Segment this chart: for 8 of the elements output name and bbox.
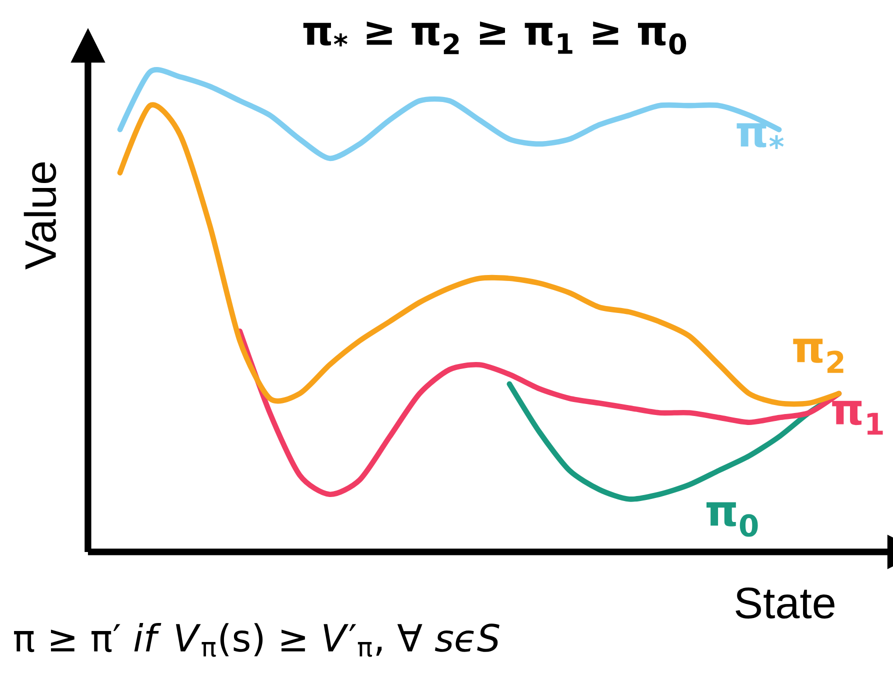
series-label: π$_{1}$: [832, 400, 883, 435]
text: π ≥ π′ if V$_{π}$(s) ≥ V′$_{π}$, ∀ sϵS: [14, 623, 500, 657]
chart-title: π$_{*}$ ≥ π$_{2}$ ≥ π$_{1}$ ≥ π$_{0}$: [303, 22, 686, 55]
x-axis-title: State: [736, 587, 834, 619]
series-label: π$_{0}$: [706, 502, 758, 537]
series-label: π$_{*}$: [736, 123, 784, 150]
series-label: π$_{2}$: [793, 338, 844, 373]
y-axis-title: Value: [24, 162, 56, 270]
